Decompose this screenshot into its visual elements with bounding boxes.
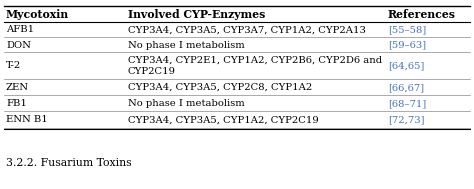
Text: DON: DON [6,40,31,50]
Text: References: References [388,9,456,19]
Text: [66,67]: [66,67] [388,83,424,92]
Text: 3.2.2. Fusarium Toxins: 3.2.2. Fusarium Toxins [6,158,132,168]
Text: FB1: FB1 [6,99,27,108]
Text: CYP3A4, CYP3A5, CYP3A7, CYP1A2, CYP2A13: CYP3A4, CYP3A5, CYP3A7, CYP1A2, CYP2A13 [128,26,366,35]
Text: CYP3A4, CYP3A5, CYP2C8, CYP1A2: CYP3A4, CYP3A5, CYP2C8, CYP1A2 [128,83,312,92]
Text: AFB1: AFB1 [6,26,34,35]
Text: CYP3A4, CYP2E1, CYP1A2, CYP2B6, CYP2D6 and
CYP2C19: CYP3A4, CYP2E1, CYP1A2, CYP2B6, CYP2D6 a… [128,56,382,76]
Text: ZEN: ZEN [6,83,29,92]
Text: ENN B1: ENN B1 [6,115,48,125]
Text: [64,65]: [64,65] [388,61,424,70]
Text: [68–71]: [68–71] [388,99,426,108]
Text: [72,73]: [72,73] [388,115,425,125]
Text: Involved CYP-Enzymes: Involved CYP-Enzymes [128,9,265,19]
Text: No phase I metabolism: No phase I metabolism [128,99,245,108]
Text: [59–63]: [59–63] [388,40,426,50]
Text: T-2: T-2 [6,61,21,70]
Text: Mycotoxin: Mycotoxin [6,9,69,19]
Text: No phase I metabolism: No phase I metabolism [128,40,245,50]
Text: CYP3A4, CYP3A5, CYP1A2, CYP2C19: CYP3A4, CYP3A5, CYP1A2, CYP2C19 [128,115,319,125]
Text: [55–58]: [55–58] [388,26,426,35]
